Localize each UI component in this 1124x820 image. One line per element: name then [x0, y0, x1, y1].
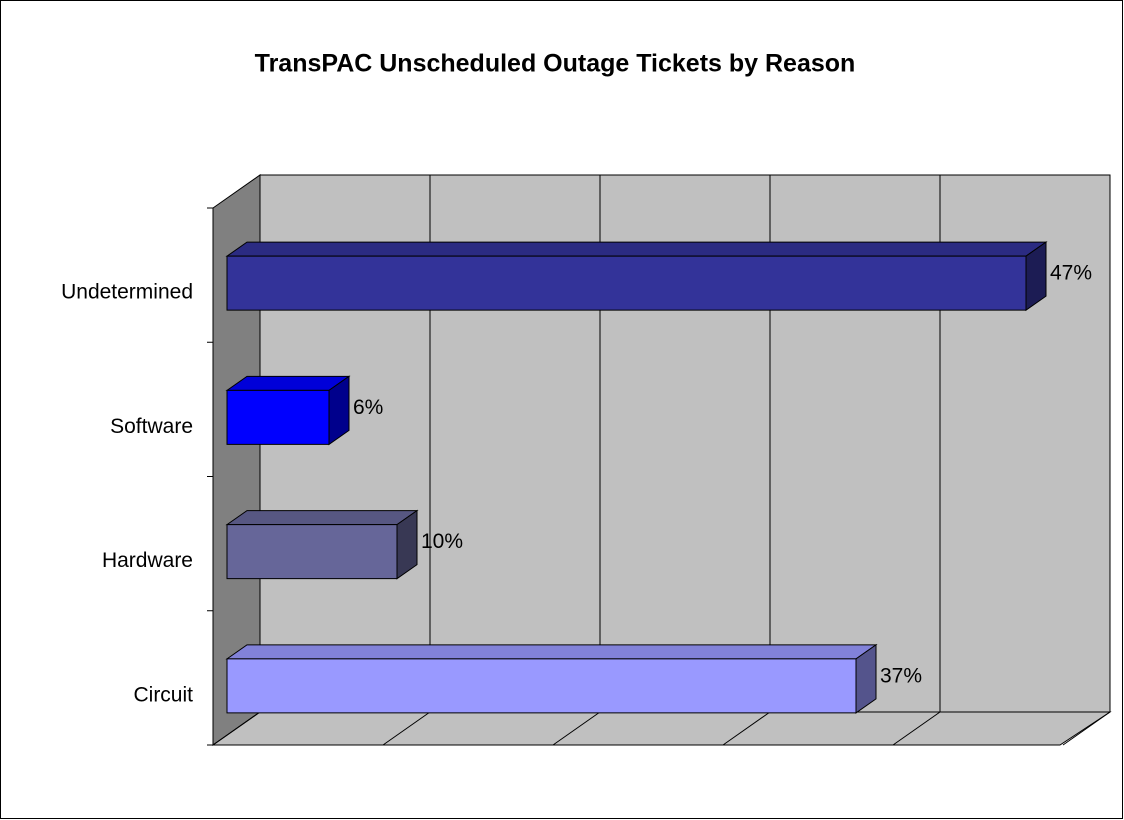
y-tick-label: Hardware: [102, 549, 193, 572]
bar: [226, 524, 398, 580]
bar-top: [225, 241, 1048, 257]
y-tick-label: Circuit: [133, 683, 193, 706]
value-label: 10%: [421, 530, 463, 553]
bar-top: [225, 644, 878, 660]
bar-top: [225, 510, 419, 526]
value-label: 37%: [880, 664, 922, 687]
floor: [211, 711, 1112, 746]
floor-grid-line: [382, 711, 431, 746]
bar-top: [225, 375, 351, 391]
chart-title: TransPAC Unscheduled Outage Tickets by R…: [255, 50, 856, 78]
floor-grid-line: [722, 711, 771, 746]
value-label: 6%: [353, 396, 383, 419]
floor-grid-line: [1062, 711, 1111, 746]
bar: [226, 255, 1027, 311]
y-tick-label: Software: [110, 415, 193, 438]
bar: [226, 389, 330, 445]
floor-grid-line: [892, 711, 941, 746]
floor-grid-line: [552, 711, 601, 746]
y-tick-label: Undetermined: [61, 281, 193, 304]
bar: [226, 658, 857, 714]
floor-grid-line: [212, 711, 261, 746]
value-label: 47%: [1050, 262, 1092, 285]
